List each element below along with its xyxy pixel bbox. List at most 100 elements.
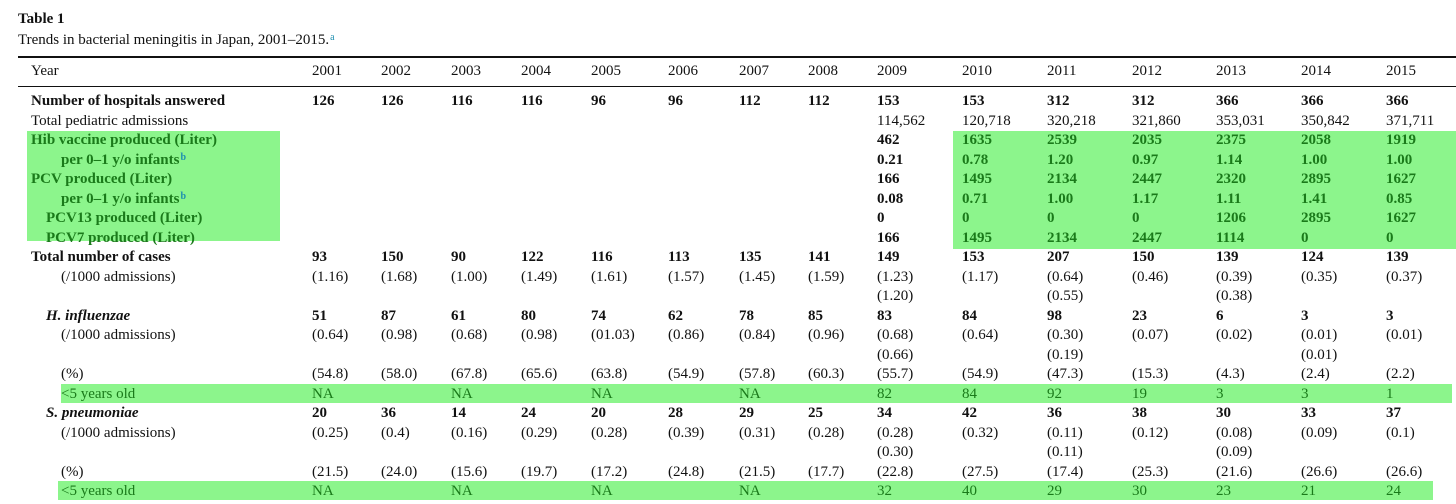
table-cell: (67.8) [451, 366, 488, 382]
header-year: 2010 [962, 63, 992, 79]
table-cell: NA [739, 386, 761, 402]
table-cell: 2134 [1047, 230, 1077, 246]
row-label: PCV13 produced (Liter) [46, 209, 202, 228]
table-cell: 0 [962, 210, 970, 226]
table-cell: (0.30) [1047, 327, 1084, 343]
row-label-text: (/1000 admissions) [61, 269, 176, 285]
table-cell: (60.3) [808, 366, 845, 382]
table-cell: (0.28) [808, 425, 845, 441]
row-label-text: (/1000 admissions) [61, 327, 176, 343]
table-cell: 153 [962, 93, 985, 109]
table-cell: 21 [1301, 483, 1316, 499]
table-cell: (0.01) [1386, 327, 1423, 343]
row-label: H. influenzae [46, 307, 130, 326]
row-label-text: <5 years old [61, 386, 136, 402]
table-cell: 1.41 [1301, 191, 1328, 207]
table-cell: 0.97 [1132, 152, 1159, 168]
row-footnote-link[interactable]: b [180, 191, 187, 202]
table-cell: (0.32) [962, 425, 999, 441]
table-cell: 1.17 [1132, 191, 1159, 207]
table-cell: (1.45) [739, 269, 776, 285]
table-cell: 124 [1301, 249, 1324, 265]
table-cell: 3 [1386, 308, 1394, 324]
table-cell: 84 [962, 308, 977, 324]
table-cell: (0.11) [1047, 425, 1083, 441]
row-label-text: Hib vaccine produced (Liter) [31, 132, 217, 148]
table-cell: 85 [808, 308, 823, 324]
table-cell: 114,562 [877, 113, 926, 129]
table-cell: 366 [1301, 93, 1324, 109]
table-cell: (47.3) [1047, 366, 1084, 382]
header-year: 2014 [1301, 63, 1331, 79]
table-cell: 96 [668, 93, 683, 109]
header-year: 2008 [808, 63, 838, 79]
row-label: per 0–1 y/o infantsb [61, 190, 186, 209]
header-label: Year [31, 63, 59, 79]
table-cell: 153 [962, 249, 985, 265]
table-cell: 34 [877, 405, 892, 421]
table-cell: (1.20) [877, 288, 914, 304]
table-cell: 0 [877, 210, 885, 226]
table-cell: (4.3) [1216, 366, 1245, 382]
table-cell: 3 [1216, 386, 1224, 402]
table-cell: (0.08) [1216, 425, 1253, 441]
row-label: Number of hospitals answered [31, 92, 225, 111]
table-cell: 149 [877, 249, 900, 265]
row-label-text: per 0–1 y/o infants [61, 152, 180, 168]
row-label-text: Number of hospitals answered [31, 93, 226, 109]
table-cell: 1114 [1216, 230, 1245, 246]
table-cell: 1627 [1386, 171, 1416, 187]
header-year: 2012 [1132, 63, 1162, 79]
table-cell: (0.46) [1132, 269, 1169, 285]
table-cell: (1.57) [668, 269, 705, 285]
table-cell: (0.39) [668, 425, 705, 441]
table-cell: 312 [1132, 93, 1155, 109]
table-cell: (0.68) [451, 327, 488, 343]
table-cell: 116 [451, 93, 473, 109]
row-label: (/1000 admissions) [61, 326, 176, 345]
table-cell: 2375 [1216, 132, 1246, 148]
table-cell: (1.16) [312, 269, 349, 285]
table-cell: 139 [1216, 249, 1239, 265]
table-cell: 1.11 [1216, 191, 1242, 207]
row-label-text: PCV produced (Liter) [31, 171, 173, 187]
table-cell: (0.86) [668, 327, 705, 343]
table-cell: (24.8) [668, 464, 705, 480]
table-cell: 2539 [1047, 132, 1077, 148]
table-cell: (0.37) [1386, 269, 1423, 285]
table-cell: 36 [381, 405, 396, 421]
row-footnote-link[interactable]: b [180, 152, 187, 163]
table-cell: 30 [1216, 405, 1231, 421]
row-label-text: (/1000 admissions) [61, 425, 176, 441]
table-cell: 25 [808, 405, 823, 421]
table-cell: 84 [962, 386, 977, 402]
table-cell: (1.61) [591, 269, 628, 285]
row-label-text: PCV13 produced (Liter) [46, 210, 203, 226]
table-cell: (54.8) [312, 366, 349, 382]
row-label: S. pneumoniae [46, 404, 139, 423]
table-cell: (0.66) [877, 347, 914, 363]
table-cell: 29 [739, 405, 754, 421]
table-cell: (0.28) [877, 425, 914, 441]
table-cell: 90 [451, 249, 466, 265]
table-cell: 1206 [1216, 210, 1246, 226]
table-cell: 51 [312, 308, 327, 324]
table-cell: (0.25) [312, 425, 349, 441]
table-cell: 23 [1216, 483, 1231, 499]
table-cell: 312 [1047, 93, 1070, 109]
table-cell: (1.23) [877, 269, 914, 285]
table-cell: 353,031 [1216, 113, 1265, 129]
table-cell: 116 [591, 249, 613, 265]
caption-text: Trends in bacterial meningitis in Japan,… [18, 32, 330, 48]
table-cell: (0.16) [451, 425, 488, 441]
table-cell: (2.2) [1386, 366, 1415, 382]
table-cell: (0.30) [877, 444, 914, 460]
row-label: (%) [61, 463, 84, 482]
caption-footnote-link[interactable]: a [330, 32, 335, 43]
row-label: per 0–1 y/o infantsb [61, 151, 186, 170]
table-cell: (26.6) [1386, 464, 1423, 480]
table-cell: (26.6) [1301, 464, 1338, 480]
table-cell: (1.49) [521, 269, 558, 285]
header-year: 2003 [451, 63, 481, 79]
row-label-text: (%) [61, 464, 84, 480]
